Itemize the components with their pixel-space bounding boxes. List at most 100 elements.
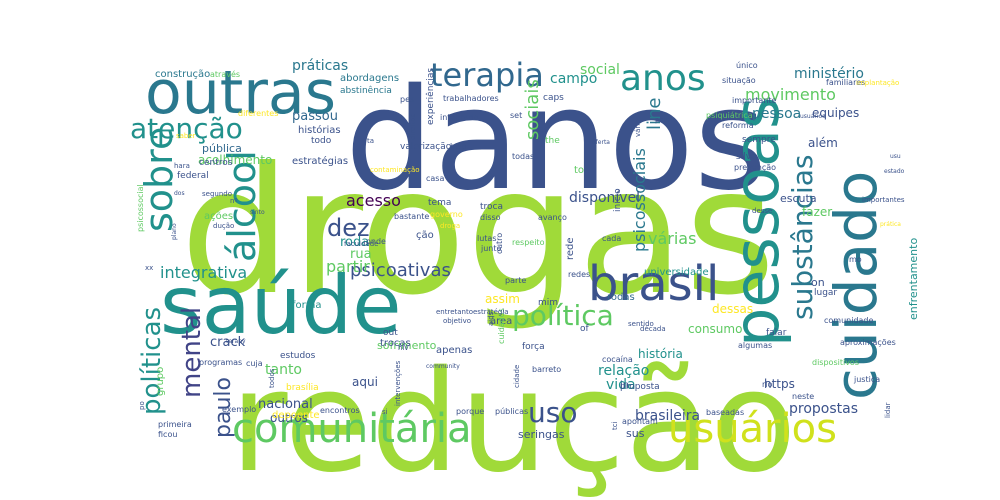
word-práticas: práticas	[292, 58, 348, 74]
word-federal: federal	[177, 171, 209, 181]
word-várias: várias	[648, 229, 696, 248]
word-cada: cada	[602, 234, 621, 243]
word-po: po	[138, 401, 146, 410]
word-prática: prática	[880, 221, 901, 228]
word-desse: desse	[752, 207, 772, 215]
word-trocas: trocas	[380, 338, 411, 349]
word-neste: neste	[792, 392, 814, 401]
word-xx: xx	[145, 264, 153, 272]
word-brasília: brasília	[286, 383, 319, 393]
word-ficou: ficou	[158, 430, 177, 439]
word-porque: porque	[456, 407, 484, 416]
word-cuidado: cuidado	[822, 171, 890, 400]
word-década: década	[640, 325, 666, 333]
word-direitos: direitos	[409, 114, 417, 140]
word-área: área	[490, 315, 512, 327]
word-ações: ações	[204, 211, 233, 222]
word-comunidade: comunidade	[824, 316, 874, 325]
word-on: on	[811, 276, 825, 289]
word-pes: pes	[400, 95, 414, 104]
word-https: https	[764, 377, 795, 391]
word-estratégias: estratégias	[292, 155, 348, 167]
word-pessoas: pessoas	[720, 97, 793, 347]
word-importante: importante	[732, 96, 777, 105]
word-nº: nº	[230, 197, 238, 205]
word-rio: rio	[762, 380, 773, 389]
word-comunitária: comunitária	[232, 406, 472, 452]
word-outro: outro	[495, 233, 504, 254]
word-outras: outras	[145, 58, 336, 128]
word-redução: redução	[230, 341, 797, 500]
word-situação: situação	[722, 76, 756, 85]
word-plano: plano	[171, 223, 178, 240]
word-atenção: atenção	[130, 112, 243, 145]
word-enfrentamento: enfrentamento	[907, 238, 920, 320]
word-ção: ção	[416, 230, 434, 241]
word-pessoa: pessoa	[752, 106, 801, 122]
word-terapy: terapy	[226, 338, 246, 345]
word-saúde: saúde	[160, 259, 401, 352]
word-valorização: valorização	[400, 142, 452, 152]
word-entretanto: entretanto	[436, 308, 473, 316]
word-centros: centros	[199, 158, 233, 168]
word-integrativa: integrativa	[160, 263, 247, 282]
word-paulo: paulo	[211, 377, 236, 438]
word-familiares: familiares	[826, 78, 865, 87]
word-abstinência: abstinência	[340, 85, 392, 96]
word-vários: vários	[634, 115, 642, 137]
word-rede: rede	[565, 237, 576, 260]
word-todo: todo	[311, 136, 332, 146]
word-sofrimento: sofrimento	[377, 339, 437, 352]
word-experiências: experiências	[425, 68, 436, 125]
word-ta: ta	[367, 137, 374, 145]
word-hiv: hiv	[398, 344, 409, 352]
word-trabalhadores: trabalhadores	[443, 94, 499, 103]
word-fazer: fazer	[802, 205, 832, 219]
word-proposta: proposta	[620, 382, 660, 392]
word-mim: mim	[538, 298, 558, 308]
word-objetivo: objetivo	[443, 317, 471, 325]
word-sus: sus	[626, 427, 645, 440]
word-to: to	[574, 165, 584, 176]
word-movimento: movimento	[745, 85, 836, 104]
word-baseadas: baseadas	[706, 408, 744, 417]
word-tci: tci	[611, 421, 619, 430]
word-rodas: rodas	[607, 292, 635, 303]
word-of: of	[580, 324, 590, 334]
word-community: community	[426, 363, 460, 370]
word-junto: junto	[480, 244, 502, 253]
word-avanço: avanço	[538, 213, 567, 222]
word-line: line	[644, 98, 665, 130]
word-justiça: justiça	[853, 375, 880, 384]
word-usuários: usuários	[668, 406, 837, 452]
word-tanto: tanto	[265, 362, 302, 378]
word-único: único	[736, 61, 758, 70]
word-nacional: nacional	[258, 397, 313, 412]
word-partir: partir	[326, 257, 370, 276]
word-aproximações: aproximações	[840, 338, 896, 347]
word-estado: estado	[884, 168, 905, 175]
word-dução: dução	[213, 222, 234, 230]
word-psicossociais: psicossociais	[630, 148, 649, 252]
word-construção: construção	[155, 69, 210, 80]
word-dessas: dessas	[712, 302, 753, 316]
word-seringas: seringas	[518, 428, 565, 441]
word-públicas: públicas	[495, 407, 528, 416]
word-roda: roda	[340, 235, 369, 250]
word-integrado: integrado	[440, 113, 479, 122]
word-respeito: respeito	[512, 238, 545, 247]
word-dispositivos: dispositivos	[812, 358, 859, 367]
word-danos: danos	[345, 59, 767, 222]
word-faculdade: faculdade	[344, 240, 378, 248]
word-troca: troca	[480, 202, 503, 212]
word-tema: tema	[428, 198, 451, 208]
word-usuarios: usuarios	[800, 113, 825, 120]
word-onde: onde	[366, 237, 386, 246]
word-exemplo: exemplo	[222, 405, 256, 414]
word-apontam: apontam	[622, 417, 658, 426]
word-cocaína: cocaína	[602, 355, 633, 364]
word-si: si	[382, 408, 388, 416]
word-saber: saber	[176, 132, 196, 140]
